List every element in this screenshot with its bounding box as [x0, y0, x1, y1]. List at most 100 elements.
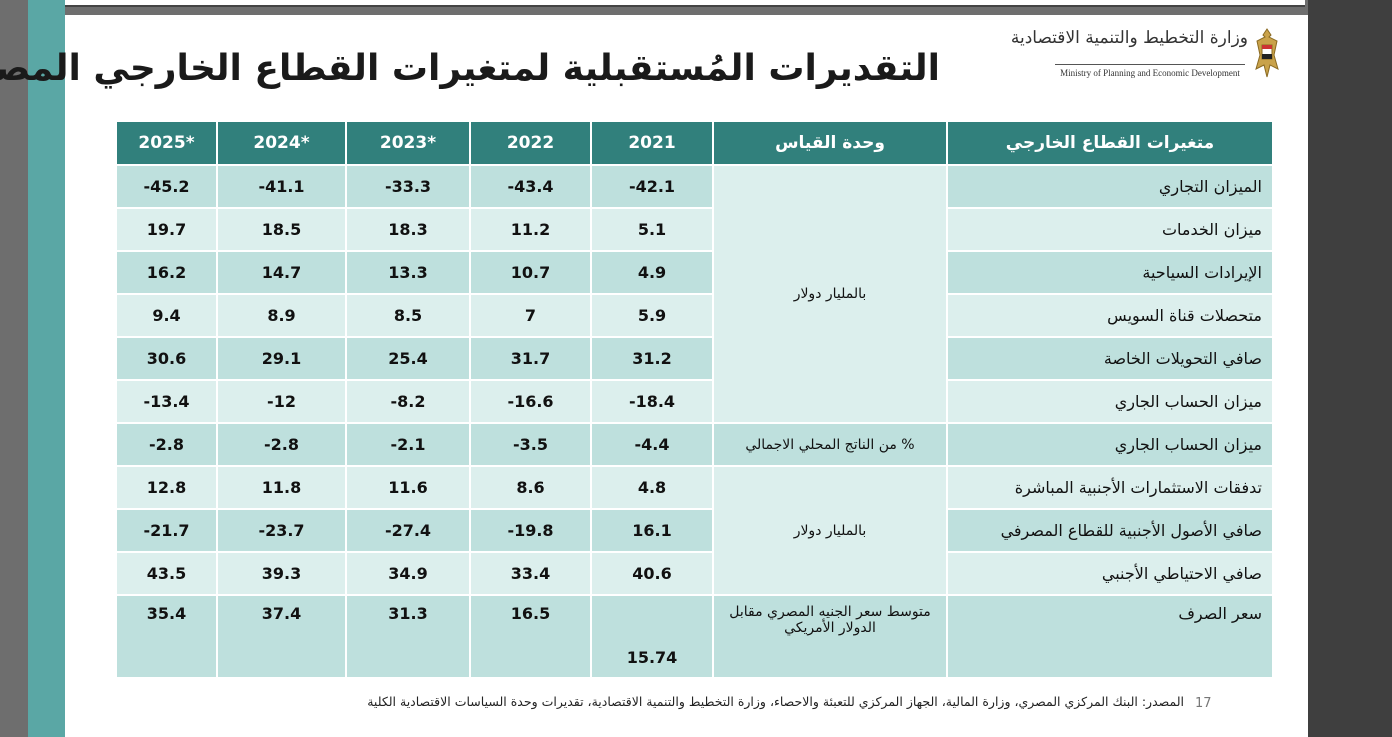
row-label: ميزان الحساب الجاري: [946, 422, 1274, 467]
unit-cell: % من الناتج المحلي الاجمالي: [712, 422, 948, 467]
value-cell: 8.6: [469, 465, 592, 510]
column-header: وحدة القياس: [712, 120, 948, 166]
value-cell: 5.1: [590, 207, 714, 252]
value-cell: 37.4: [216, 594, 347, 679]
row-label: الإيرادات السياحية: [946, 250, 1274, 295]
source-note: المصدر: البنك المركزي المصري، وزارة الما…: [367, 694, 1184, 709]
table-row: ميزان الخدمات 5.1 11.2 18.3 18.5 19.7: [115, 207, 1274, 252]
column-header: 2023*: [345, 120, 471, 166]
value-cell: -2.1: [345, 422, 471, 467]
table-row: صافي الاحتياطي الأجنبي 40.6 33.4 34.9 39.3 43…: [115, 551, 1274, 596]
column-header: متغيرات القطاع الخارجي: [946, 120, 1274, 166]
value-cell: 8.9: [216, 293, 347, 338]
value-cell: 15.74: [590, 594, 714, 679]
value-cell: 5.9: [590, 293, 714, 338]
row-label: الميزان التجاري: [946, 164, 1274, 209]
table-row: ميزان الحساب الجاري -18.4 -16.6 -8.2 -12 -13.…: [115, 379, 1274, 424]
logo-rule: [1055, 64, 1245, 65]
value-cell: -41.1: [216, 164, 347, 209]
value-cell: -13.4: [115, 379, 218, 424]
unit-cell: بالمليار دولار: [712, 465, 948, 596]
value-cell: 11.2: [469, 207, 592, 252]
value-cell: 34.9: [345, 551, 471, 596]
row-label: صافي الاحتياطي الأجنبي: [946, 551, 1274, 596]
value-cell: 18.3: [345, 207, 471, 252]
table-row: سعر الصرف متوسط سعر الجنيه المصري مقابل ا…: [115, 594, 1274, 679]
logo-english: Ministry of Planning and Economic Develo…: [1060, 68, 1240, 78]
value-cell: 31.3: [345, 594, 471, 679]
table-row: الميزان التجاري بالمليار دولار -42.1 -43.4-…: [115, 164, 1274, 424]
table-row: صافي التحويلات الخاصة 31.2 31.7 25.4 29.1 30.…: [115, 336, 1274, 381]
value-cell: 9.4: [115, 293, 218, 338]
value-cell: -45.2: [115, 164, 218, 209]
value-cell: -21.7: [115, 508, 218, 553]
value-cell: -43.4: [469, 164, 592, 209]
value-cell: 8.5: [345, 293, 471, 338]
value-cell: 33.4: [469, 551, 592, 596]
row-label: ميزان الحساب الجاري: [946, 379, 1274, 424]
value-cell: 35.4: [115, 594, 218, 679]
table-row: متحصلات قناة السويس 5.9 7 8.5 8.9 9.4: [115, 293, 1274, 338]
value-cell: 10.7: [469, 250, 592, 295]
table-row: تدفقات الاستثمارات الأجنبية المباشرة بالم…: [115, 465, 1274, 596]
value-cell: 13.3: [345, 250, 471, 295]
unit-cell: متوسط سعر الجنيه المصري مقابل الدولار ال…: [712, 594, 948, 679]
slide-title: التقديرات المُستقبلية لمتغيرات القطاع ال…: [0, 48, 940, 89]
table-row: صافي الأصول الأجنبية للقطاع المصرفي 16.1-…: [115, 508, 1274, 553]
unit-cell: بالمليار دولار: [712, 164, 948, 424]
table-row: ميزان الحساب الجاري% من الناتج المحلي ال…: [115, 422, 1274, 467]
value-cell: 16.2: [115, 250, 218, 295]
logo-arabic: وزارة التخطيط والتنمية الاقتصادية: [1010, 28, 1248, 48]
value-cell: 4.9: [590, 250, 714, 295]
value-cell: 12.8: [115, 465, 218, 510]
right-panel: [1308, 0, 1392, 737]
row-label: سعر الصرف: [946, 594, 1274, 679]
value-cell: -42.1: [590, 164, 714, 209]
value-cell: 29.1: [216, 336, 347, 381]
row-label: صافي التحويلات الخاصة: [946, 336, 1274, 381]
value-cell: -16.6: [469, 379, 592, 424]
value-cell: 30.6: [115, 336, 218, 381]
page-number: 17: [1195, 696, 1212, 711]
value-cell: -19.8: [469, 508, 592, 553]
value-cell: -27.4: [345, 508, 471, 553]
row-label: صافي الأصول الأجنبية للقطاع المصرفي: [946, 508, 1274, 553]
table-row: الإيرادات السياحية 4.9 10.7 13.3 14.7 16.2: [115, 250, 1274, 295]
value-cell: -2.8: [216, 422, 347, 467]
previous-slide-edge: [65, 0, 1305, 7]
value-cell: -8.2: [345, 379, 471, 424]
value-cell: 25.4: [345, 336, 471, 381]
row-label: ميزان الخدمات: [946, 207, 1274, 252]
column-header: 2021: [590, 120, 714, 166]
value-cell: -33.3: [345, 164, 471, 209]
column-header: 2022: [469, 120, 592, 166]
value-cell: 40.6: [590, 551, 714, 596]
value-cell: -23.7: [216, 508, 347, 553]
value-cell: 39.3: [216, 551, 347, 596]
row-label: تدفقات الاستثمارات الأجنبية المباشرة: [946, 465, 1274, 510]
value-cell: 16.1: [590, 508, 714, 553]
column-header: 2024*: [216, 120, 347, 166]
value-cell: 31.7: [469, 336, 592, 381]
value-cell: 11.6: [345, 465, 471, 510]
eagle-emblem: [1255, 28, 1279, 78]
value-cell: 19.7: [115, 207, 218, 252]
value-cell: 16.5: [469, 594, 592, 679]
data-table: متغيرات القطاع الخارجي وحدة القياس 2021 202…: [115, 120, 1274, 679]
value-cell: -3.5: [469, 422, 592, 467]
value-cell: 4.8: [590, 465, 714, 510]
value-cell: -4.4: [590, 422, 714, 467]
value-cell: 11.8: [216, 465, 347, 510]
value-cell: 43.5: [115, 551, 218, 596]
side-bar: [28, 0, 65, 737]
value-cell: -12: [216, 379, 347, 424]
value-cell: 18.5: [216, 207, 347, 252]
value-cell: 31.2: [590, 336, 714, 381]
value-cell: 14.7: [216, 250, 347, 295]
value-cell: -18.4: [590, 379, 714, 424]
header-row: متغيرات القطاع الخارجي وحدة القياس 2021 202…: [115, 120, 1274, 166]
column-header: 2025*: [115, 120, 218, 166]
row-label: متحصلات قناة السويس: [946, 293, 1274, 338]
value-cell: -2.8: [115, 422, 218, 467]
